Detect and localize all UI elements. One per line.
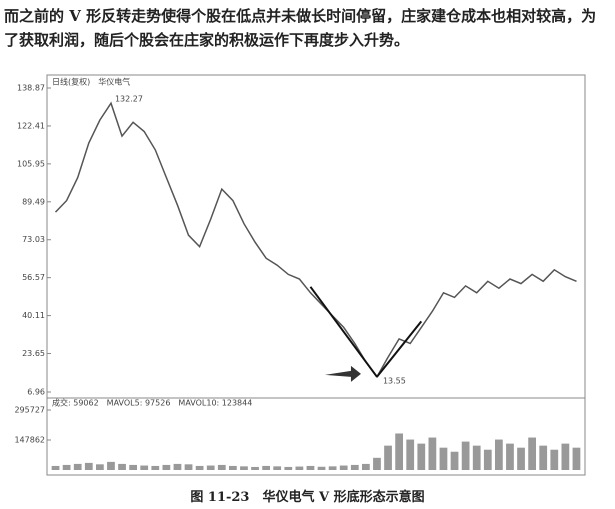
y-tick-label: 138.87 [17, 84, 45, 93]
volume-bar [539, 445, 548, 470]
y-tick-label: 122.41 [17, 121, 45, 130]
y-tick-label: 6.96 [27, 388, 45, 397]
volume-bar [428, 437, 437, 470]
volume-bar [84, 462, 93, 470]
volume-title: 成交: 59062 MAVOL5: 97526 MAVOL10: 123844 [52, 398, 252, 408]
volume-bar [550, 449, 559, 470]
volume-bar [395, 433, 404, 470]
volume-bar [561, 443, 570, 470]
volume-bar [384, 445, 392, 470]
volume-bar [483, 449, 492, 470]
volume-bar [107, 461, 115, 470]
volume-bar [339, 465, 348, 470]
volume-bar [251, 466, 259, 470]
y-tick-label: 73.03 [22, 235, 45, 244]
y-tick-label: 40.11 [22, 311, 45, 320]
volume-bar [273, 466, 282, 470]
volume-bar [328, 466, 337, 470]
volume-bar [472, 445, 481, 470]
caption: 图 11-23 华仪电气 V 形底形态示意图 [190, 490, 425, 505]
volume-bar [228, 465, 237, 470]
volume-bar [517, 447, 525, 470]
volume-bar [217, 464, 226, 470]
price-line [54, 101, 577, 379]
annotation: 13.55 [383, 376, 406, 385]
volume-bar [450, 451, 459, 470]
volume-bar [373, 457, 381, 470]
volume-bar [95, 464, 104, 470]
y-tick-label: 295727 [14, 406, 45, 415]
volume-bar [173, 463, 182, 470]
y-tick-label: 89.49 [22, 197, 45, 206]
paragraph: 而之前的 V 形反转走势使得个股在低点并未做长时间停留，庄家建仓成本也相对较高，… [4, 7, 597, 49]
volume-bar [62, 464, 71, 470]
frame [46, 74, 586, 476]
volume-bar [195, 465, 204, 470]
volume-bar [140, 465, 149, 470]
volume-bar [206, 465, 215, 470]
volume-bar [361, 463, 370, 470]
volume-bar [51, 465, 60, 470]
volume-bar [494, 439, 503, 470]
volume-bar [306, 465, 315, 470]
volume-bar [461, 441, 470, 470]
volume-bar [284, 466, 293, 470]
volume-bar [295, 466, 304, 470]
volume-bar [118, 463, 126, 470]
volume-bar [240, 466, 248, 470]
v-trend [376, 320, 423, 378]
volume-bar [528, 437, 537, 470]
volume-bar [151, 465, 160, 470]
arrow [324, 365, 361, 382]
annotation: 132.27 [115, 95, 143, 104]
volume-bar [406, 439, 415, 470]
y-tick-label: 105.95 [17, 159, 45, 168]
y-tick-label: 56.57 [22, 273, 45, 282]
volume-bar [572, 447, 581, 470]
volume-bar [129, 464, 138, 470]
volume-bar [417, 443, 426, 470]
price-title: 日线(复权) 华仪电气 [52, 77, 130, 87]
volume-bar [439, 447, 448, 470]
volume-bar [73, 463, 82, 470]
volume-bar [506, 443, 514, 470]
volume-bar [262, 465, 271, 470]
y-tick-label: 23.65 [22, 349, 45, 358]
volume-bar [184, 464, 193, 470]
volume-bar [162, 464, 171, 470]
volume-bar [317, 466, 326, 470]
volume-bar [350, 464, 359, 470]
chart: 日线(复权) 华仪电气 成交: 59062 MAVOL5: 97526 MAVO… [14, 74, 586, 476]
y-tick-label: 147862 [14, 436, 45, 445]
v-trend [309, 286, 378, 378]
